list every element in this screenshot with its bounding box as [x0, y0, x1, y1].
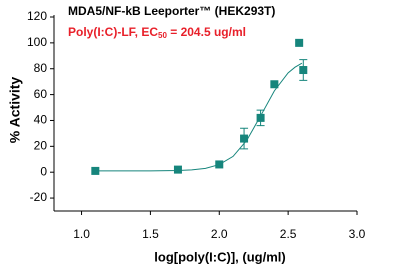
- subtitle-text: Poly(I:C)-LF, EC: [68, 25, 158, 39]
- y-tick-label: 60: [34, 87, 48, 101]
- y-tick-label: 120: [27, 9, 47, 23]
- y-tick-label: 20: [34, 139, 48, 153]
- y-tick-label: 40: [34, 113, 48, 127]
- x-tick-label: 3.0: [349, 227, 366, 241]
- data-point: [256, 113, 265, 122]
- y-axis-label: % Activity: [7, 77, 23, 144]
- fit-curve: [95, 62, 303, 172]
- subtitle-subscript: 50: [158, 31, 167, 40]
- data-point: [299, 66, 308, 75]
- x-tick-label: 2.5: [280, 227, 297, 241]
- data-point: [295, 38, 304, 47]
- y-tick-label: 80: [34, 61, 48, 75]
- data-point: [173, 165, 182, 174]
- chart-title: MDA5/NF-kB Leeporter™ (HEK293T): [68, 4, 275, 18]
- y-tick-label: 100: [27, 35, 47, 49]
- x-tick-label: 1.0: [73, 227, 90, 241]
- subtitle-text: = 204.5 ug/ml: [167, 25, 246, 39]
- chart-subtitle: Poly(I:C)-LF, EC50 = 204.5 ug/ml: [68, 25, 246, 40]
- x-tick-label: 2.0: [211, 227, 228, 241]
- x-tick-label: 1.5: [142, 227, 159, 241]
- data-point: [240, 134, 249, 143]
- y-tick-label: -20: [30, 190, 48, 204]
- x-axis-label: log[poly(I:C)], (ug/ml): [154, 249, 285, 264]
- y-tick-label: 0: [40, 164, 47, 178]
- data-point: [270, 80, 279, 89]
